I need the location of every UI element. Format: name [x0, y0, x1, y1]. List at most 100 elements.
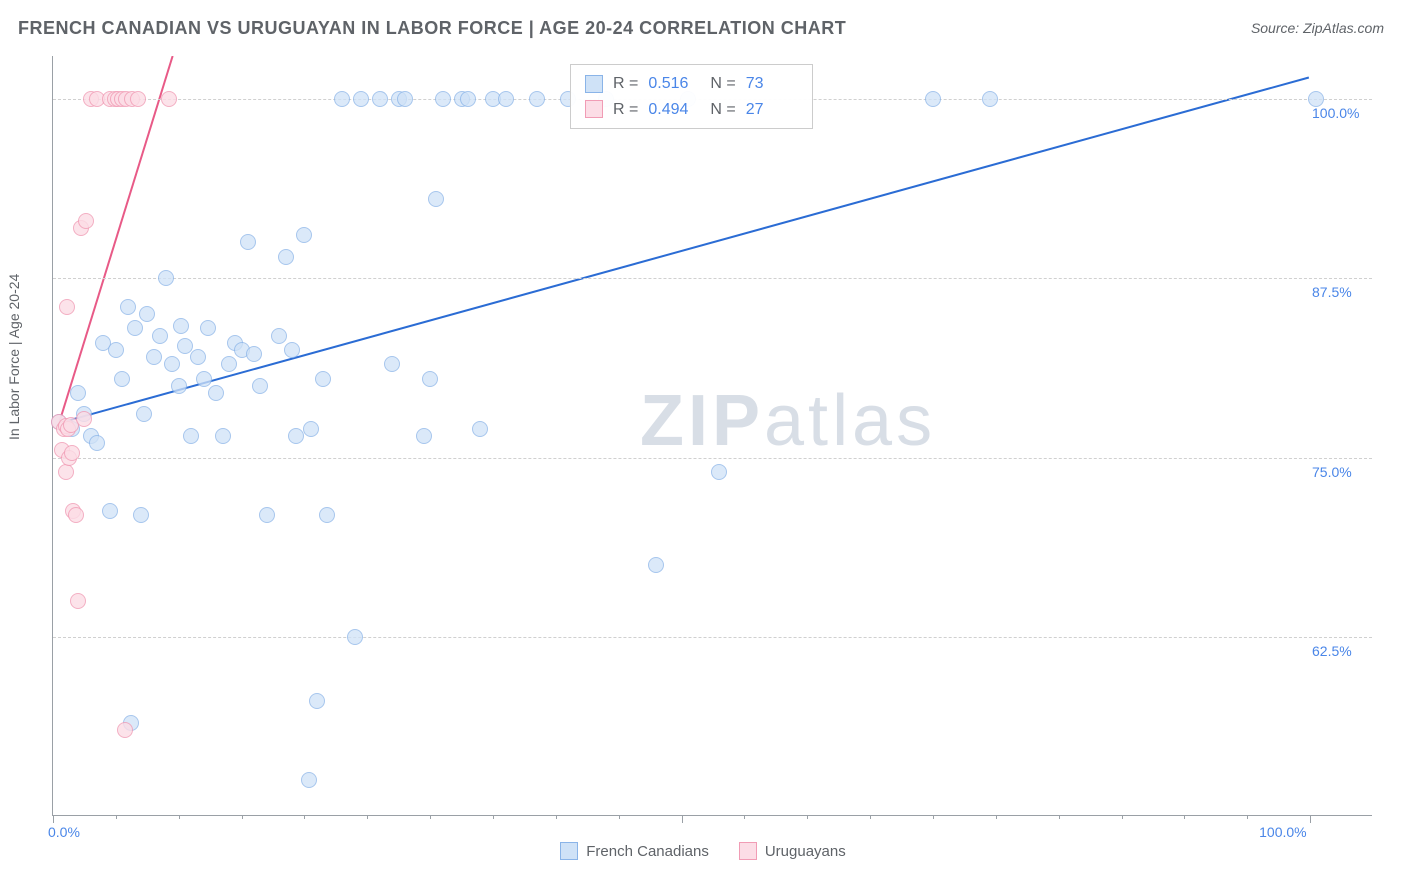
x-tick-minor: [1184, 815, 1185, 819]
x-tick-minor: [1247, 815, 1248, 819]
scatter-point: [64, 445, 80, 461]
scatter-point: [301, 772, 317, 788]
scatter-point: [384, 356, 400, 372]
source-attribution: Source: ZipAtlas.com: [1251, 20, 1384, 36]
x-tick-major: [53, 815, 54, 823]
scatter-point: [215, 428, 231, 444]
y-tick-label: 75.0%: [1312, 464, 1352, 480]
x-tick-label-left: 0.0%: [48, 824, 80, 840]
scatter-point: [68, 507, 84, 523]
stats-swatch-1: [585, 75, 603, 93]
scatter-point: [315, 371, 331, 387]
x-tick-minor: [367, 815, 368, 819]
x-tick-minor: [807, 815, 808, 819]
scatter-point: [200, 320, 216, 336]
x-tick-minor: [116, 815, 117, 819]
trend-line: [60, 56, 173, 421]
scatter-point: [208, 385, 224, 401]
stats-r-label: R =: [613, 71, 638, 97]
scatter-point: [309, 693, 325, 709]
scatter-point: [259, 507, 275, 523]
y-gridline: [53, 278, 1372, 279]
x-tick-minor: [242, 815, 243, 819]
x-tick-major: [1310, 815, 1311, 823]
scatter-point: [397, 91, 413, 107]
scatter-point: [133, 507, 149, 523]
chart-title: FRENCH CANADIAN VS URUGUAYAN IN LABOR FO…: [18, 18, 846, 39]
scatter-point: [89, 435, 105, 451]
scatter-point: [252, 378, 268, 394]
stats-row-series-2: R = 0.494 N = 27: [585, 97, 798, 123]
scatter-point: [982, 91, 998, 107]
x-tick-minor: [1122, 815, 1123, 819]
scatter-point: [70, 593, 86, 609]
stats-n-label: N =: [710, 71, 735, 97]
scatter-point: [59, 299, 75, 315]
scatter-point: [303, 421, 319, 437]
scatter-point: [120, 299, 136, 315]
x-tick-minor: [179, 815, 180, 819]
scatter-point: [648, 557, 664, 573]
x-tick-minor: [933, 815, 934, 819]
scatter-point: [435, 91, 451, 107]
scatter-point: [428, 191, 444, 207]
x-tick-major: [682, 815, 683, 823]
y-tick-label: 87.5%: [1312, 284, 1352, 300]
scatter-plot-area: [52, 56, 1372, 816]
scatter-point: [114, 371, 130, 387]
stats-n-value-2: 27: [746, 97, 798, 123]
scatter-point: [271, 328, 287, 344]
legend-item-1: French Canadians: [560, 842, 709, 860]
scatter-point: [70, 385, 86, 401]
scatter-point: [353, 91, 369, 107]
stats-n-value-1: 73: [746, 71, 798, 97]
x-tick-minor: [996, 815, 997, 819]
y-gridline: [53, 458, 1372, 459]
x-tick-minor: [1059, 815, 1060, 819]
legend-swatch-1: [560, 842, 578, 860]
stats-n-label: N =: [710, 97, 735, 123]
scatter-point: [472, 421, 488, 437]
x-tick-minor: [556, 815, 557, 819]
stats-r-value-1: 0.516: [648, 71, 700, 97]
scatter-point: [161, 91, 177, 107]
scatter-point: [152, 328, 168, 344]
scatter-point: [296, 227, 312, 243]
scatter-point: [171, 378, 187, 394]
scatter-point: [422, 371, 438, 387]
scatter-point: [164, 356, 180, 372]
scatter-point: [372, 91, 388, 107]
stats-row-series-1: R = 0.516 N = 73: [585, 71, 798, 97]
legend-item-2: Uruguayans: [739, 842, 846, 860]
y-tick-label: 100.0%: [1312, 105, 1359, 121]
scatter-point: [136, 406, 152, 422]
scatter-point: [117, 722, 133, 738]
legend-label-2: Uruguayans: [765, 843, 846, 860]
y-axis-label: In Labor Force | Age 20-24: [6, 274, 22, 440]
x-tick-minor: [430, 815, 431, 819]
scatter-point: [416, 428, 432, 444]
y-tick-label: 62.5%: [1312, 643, 1352, 659]
series-legend: French Canadians Uruguayans: [0, 842, 1406, 860]
scatter-point: [460, 91, 476, 107]
scatter-point: [183, 428, 199, 444]
legend-label-1: French Canadians: [586, 843, 709, 860]
scatter-point: [529, 91, 545, 107]
scatter-point: [711, 464, 727, 480]
x-tick-minor: [619, 815, 620, 819]
scatter-point: [347, 629, 363, 645]
x-tick-minor: [870, 815, 871, 819]
trend-lines-layer: [53, 56, 1372, 815]
scatter-point: [334, 91, 350, 107]
scatter-point: [130, 91, 146, 107]
scatter-point: [190, 349, 206, 365]
stats-r-label: R =: [613, 97, 638, 123]
scatter-point: [925, 91, 941, 107]
stats-swatch-2: [585, 100, 603, 118]
scatter-point: [196, 371, 212, 387]
scatter-point: [102, 503, 118, 519]
scatter-point: [173, 318, 189, 334]
scatter-point: [139, 306, 155, 322]
scatter-point: [246, 346, 262, 362]
scatter-point: [108, 342, 124, 358]
